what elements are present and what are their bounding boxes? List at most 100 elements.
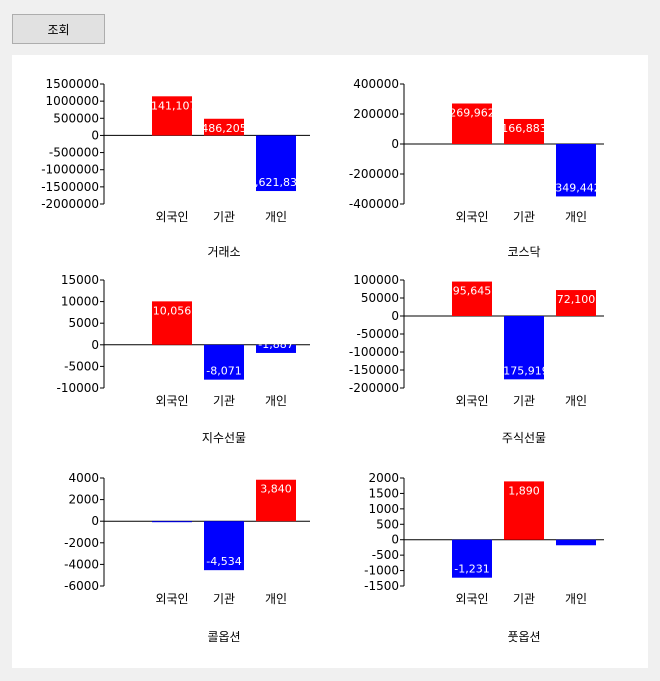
y-tick-label: 400000 [353, 77, 399, 91]
bar-2 [204, 344, 244, 380]
y-tick-label: 200000 [353, 107, 399, 121]
y-tick-label: 50000 [361, 291, 399, 305]
bar-value-label: -1,887 [258, 338, 293, 351]
y-tick-label: -2000000 [41, 197, 99, 211]
y-tick-label: -200000 [349, 167, 399, 181]
bar-value-label: 95,645 [453, 285, 492, 298]
x-category-label: 개인 [265, 210, 287, 224]
y-tick-label: -200000 [349, 381, 399, 395]
bar-value-label: 10,056 [153, 304, 192, 317]
chart-stock-futures: 100000 50000 0 -50000 -100000 -150000 -200000 9… [349, 273, 604, 445]
y-tick-label: -6000 [64, 579, 99, 593]
bar-1 [152, 521, 192, 523]
y-tick-label: 1000000 [46, 94, 99, 108]
bar-value-label: 269,962 [449, 107, 495, 120]
y-tick-label: 500 [376, 517, 399, 531]
x-category-label: 외국인 [155, 210, 188, 224]
bar-value-label: 486,205 [201, 122, 247, 135]
x-category-label: 기관 [213, 592, 235, 606]
bar-3 [256, 344, 296, 353]
y-tick-label: -1500 [364, 579, 399, 593]
bar-1 [152, 301, 192, 345]
y-tick-label: 0 [391, 533, 399, 547]
y-tick-label: 0 [91, 514, 99, 528]
x-category-label: 외국인 [455, 592, 488, 606]
x-category-label: 기관 [513, 394, 535, 408]
bar-value-label: 1,890 [508, 484, 540, 497]
y-tick-label: -500 [372, 548, 399, 562]
bar-value-label: -8,071 [206, 365, 241, 378]
y-tick-label: -400000 [349, 197, 399, 211]
y-tick-label: -500000 [49, 146, 99, 160]
y-tick-label: 1500 [368, 486, 399, 500]
y-tick-label: -100000 [349, 345, 399, 359]
bar-2 [504, 316, 544, 380]
bar-3 [556, 144, 596, 197]
chart-title: 거래소 [207, 245, 240, 259]
y-tick-label: -10000 [56, 381, 99, 395]
bar-value-label: -4,534 [206, 555, 241, 568]
bar-value-label: -1,231 [454, 563, 489, 576]
x-category-label: 기관 [513, 592, 535, 606]
bar-2 [204, 118, 244, 136]
chart-title: 콜옵션 [207, 630, 240, 644]
bar-3 [256, 135, 296, 192]
bar-value-label: -349,442 [551, 181, 600, 194]
x-category-label: 개인 [565, 394, 587, 408]
x-category-label: 개인 [565, 210, 587, 224]
y-tick-label: 2000 [368, 471, 399, 485]
bar-2 [504, 118, 544, 144]
chart-title: 지수선물 [202, 431, 246, 445]
y-tick-label: 5000 [68, 316, 99, 330]
y-tick-label: 1500000 [46, 77, 99, 91]
chart-index-futures: 15000 10000 5000 0 -5000 -10000 10,056 외국인 -8,07… [56, 273, 310, 445]
x-category-label: 개인 [265, 592, 287, 606]
y-tick-label: -4000 [64, 557, 99, 571]
y-tick-label: -2000 [64, 536, 99, 550]
chart-panel: 1500000 1000000 500000 0 -500000 -1000000 -150… [12, 55, 648, 668]
bar-value-label: -175,919 [499, 364, 548, 377]
bar-2 [504, 481, 544, 540]
chart-call-option: 4000 2000 0 -2000 -4000 -6000 외국인 -4,534 기관 3,840… [64, 471, 310, 644]
query-button[interactable]: 조회 [12, 14, 105, 44]
x-category-label: 기관 [213, 394, 235, 408]
y-tick-label: -50000 [356, 327, 399, 341]
chart-exchange: 1500000 1000000 500000 0 -500000 -1000000 -150… [41, 77, 310, 259]
chart-title: 코스닥 [507, 245, 540, 259]
bar-3 [556, 539, 596, 546]
bar-value-label: 1,621,835 [248, 176, 304, 189]
y-tick-label: 0 [391, 309, 399, 323]
x-category-label: 외국인 [155, 394, 188, 408]
bar-1 [152, 96, 192, 136]
y-tick-label: -1000 [364, 564, 399, 578]
chart-title: 풋옵션 [507, 630, 540, 644]
bar-value-label: 3,840 [260, 483, 292, 496]
bar-1 [452, 103, 492, 144]
chart-kosdaq: 400000 200000 0 -200000 -400000 269,962 외국인 166… [349, 77, 604, 259]
bar-1 [452, 539, 492, 578]
x-category-label: 개인 [265, 394, 287, 408]
chart-title: 주식선물 [502, 431, 546, 445]
bar-3 [556, 290, 596, 316]
y-tick-label: 10000 [61, 295, 99, 309]
x-category-label: 기관 [213, 210, 235, 224]
x-category-label: 외국인 [455, 394, 488, 408]
y-tick-label: 4000 [68, 471, 99, 485]
y-tick-label: 1000 [368, 502, 399, 516]
y-tick-label: 15000 [61, 273, 99, 287]
y-tick-label: -150000 [349, 363, 399, 377]
y-tick-label: 500000 [53, 111, 99, 125]
x-category-label: 외국인 [455, 210, 488, 224]
x-category-label: 기관 [513, 210, 535, 224]
bar-value-label: 166,883 [501, 122, 547, 135]
y-tick-label: 0 [91, 338, 99, 352]
bar-1 [452, 281, 492, 316]
y-tick-label: 100000 [353, 273, 399, 287]
y-tick-label: -1000000 [41, 163, 99, 177]
bar-value-label: 72,100 [557, 293, 596, 306]
y-tick-label: -5000 [64, 359, 99, 373]
bar-value-label: ,141,107 [148, 99, 197, 112]
y-tick-label: 2000 [68, 493, 99, 507]
x-category-label: 외국인 [155, 592, 188, 606]
